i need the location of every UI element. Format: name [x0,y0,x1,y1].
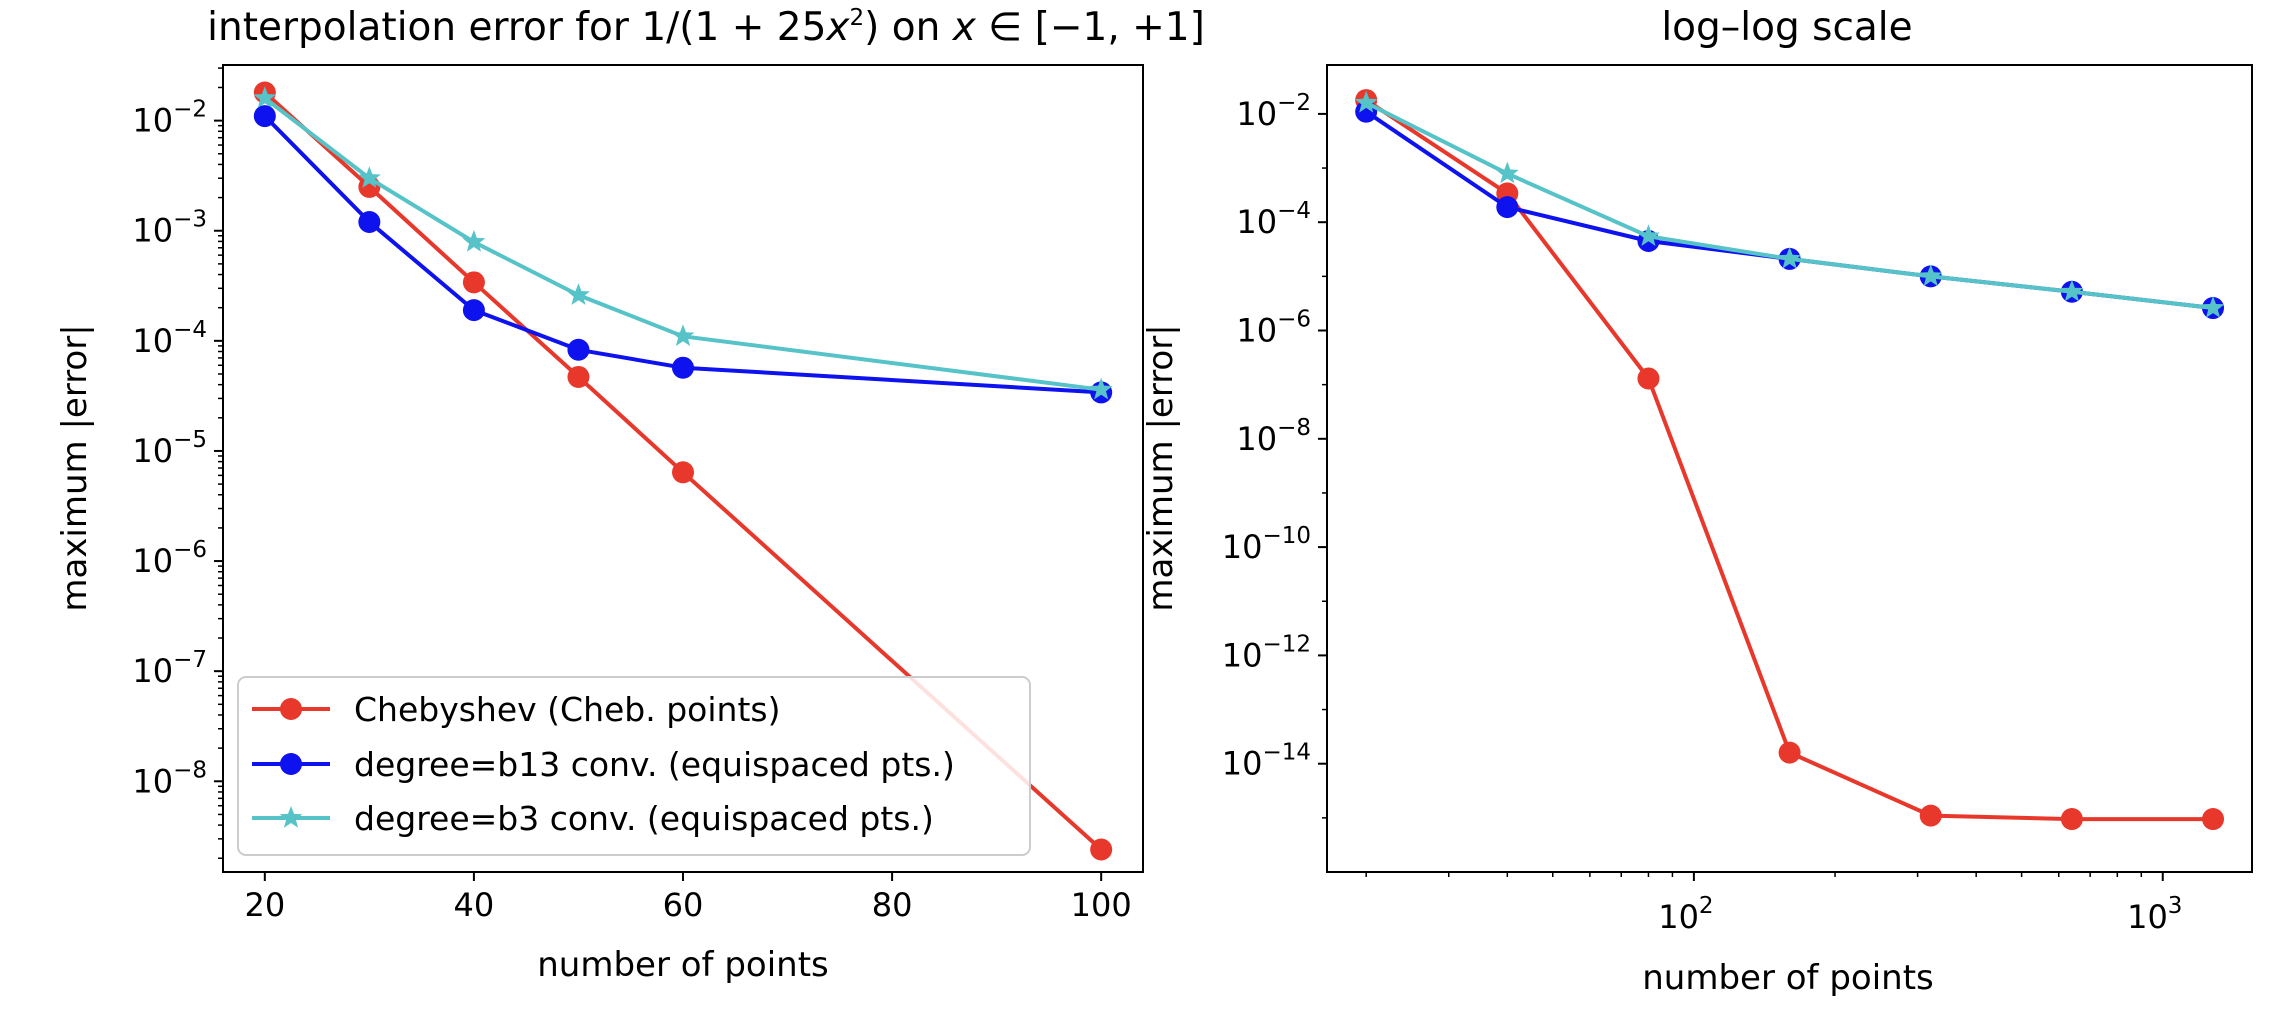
series-line [1365,98,2213,822]
data-point [1778,246,1801,269]
data-point [567,338,590,361]
chart-left: interpolation error for 1/(1 + 25x2) on … [55,5,1205,985]
x-tick-label: 40 [454,886,495,924]
data-point [462,271,485,294]
chart-right-x-label: number of points [1642,958,1934,998]
x-tick-label: 102 [1658,893,1713,936]
y-tick-label: 10−8 [1236,415,1311,458]
series-line [263,114,1102,395]
data-point [1495,161,1519,184]
legend-label-b3: degree=b3 conv. (equispaced pts.) [354,799,934,838]
chart-left-x-label: number of points [537,945,829,985]
chart-left-series [253,81,1113,861]
chart-right: log–log scale 102 103 10−14 10−12 10−10 10−8… [1141,5,2253,998]
x-tick-label: 100 [1071,886,1132,924]
legend-label-chebyshev: Chebyshev (Cheb. points) [354,690,780,729]
data-point [358,166,381,188]
chart-right-y-ticks: 10−14 10−12 10−10 10−8 10−6 10−4 10−2 [1222,90,1327,819]
data-point [671,324,695,346]
data-point [1637,367,1660,390]
chart-right-title: log–log scale [1661,5,1912,50]
y-tick-label: 10−7 [132,647,207,690]
y-tick-label: 10−4 [132,317,207,360]
y-tick-label: 10−2 [1236,90,1311,133]
legend-entry-b13: degree=b13 conv. (equispaced pts.) [252,745,955,784]
data-point [253,105,276,128]
chart-left-x-ticks: 20 40 60 80 100 [244,872,1132,924]
data-point [253,86,277,108]
chart-right-x-ticks: 102 103 [1365,872,2182,936]
x-tick-label: 80 [872,886,913,924]
series-line [1365,110,2214,310]
series-line [1365,101,2214,310]
y-tick-label: 10−4 [1236,198,1311,241]
chart-right-frame [1326,64,2253,873]
data-point [1919,804,1942,827]
chart-right-series [1354,89,2225,831]
chart-left-title: interpolation error for 1/(1 + 25x2) on … [207,5,1205,50]
data-point [462,230,486,252]
y-tick-label: 10−6 [1236,307,1311,350]
x-tick-label: 103 [2127,893,2182,936]
chart-right-y-label: maximum |error| [1141,324,1181,611]
legend-entry-b3: degree=b3 conv. (equispaced pts.) [252,799,934,838]
data-point [672,356,694,379]
legend-label-b13: degree=b13 conv. (equispaced pts.) [354,745,955,784]
legend: Chebyshev (Cheb. points) degree=b13 conv… [237,676,1031,856]
data-point [2201,296,2225,318]
series-2 [1354,90,2225,318]
data-point [358,211,381,234]
chart-left-y-ticks: 10−8 10−7 10−6 10−5 10−4 10−3 10−2 [132,67,223,859]
series-line [263,96,1102,392]
data-point [2202,808,2225,831]
series-0 [1355,89,2225,831]
data-point [567,283,590,305]
series-1 [253,105,1113,404]
data-point [1919,264,1943,287]
series-2 [253,86,1113,400]
y-tick-label: 10−6 [132,537,207,580]
chart-left-y-label: maximum |error| [55,324,95,611]
legend-entry-chebyshev: Chebyshev (Cheb. points) [252,690,780,729]
y-tick-label: 10−2 [132,97,207,140]
legend-box [237,676,1031,856]
y-tick-label: 10−10 [1222,523,1311,566]
data-point [567,365,590,388]
data-point [1637,224,1660,246]
data-point [2060,808,2083,831]
data-point [672,461,694,484]
data-point [1090,838,1113,861]
x-tick-label: 20 [244,886,285,924]
y-tick-label: 10−14 [1222,740,1311,783]
y-tick-label: 10−3 [132,207,207,250]
y-tick-label: 10−12 [1222,631,1311,674]
x-tick-label: 60 [663,886,704,924]
y-tick-label: 10−8 [132,757,207,800]
data-point [1496,196,1519,219]
data-point [1089,377,1113,400]
series-1 [1355,100,2225,320]
y-tick-label: 10−5 [132,427,207,470]
data-point [1354,90,1378,113]
data-point [2060,279,2084,302]
data-point [462,299,485,322]
data-point [1778,741,1801,764]
